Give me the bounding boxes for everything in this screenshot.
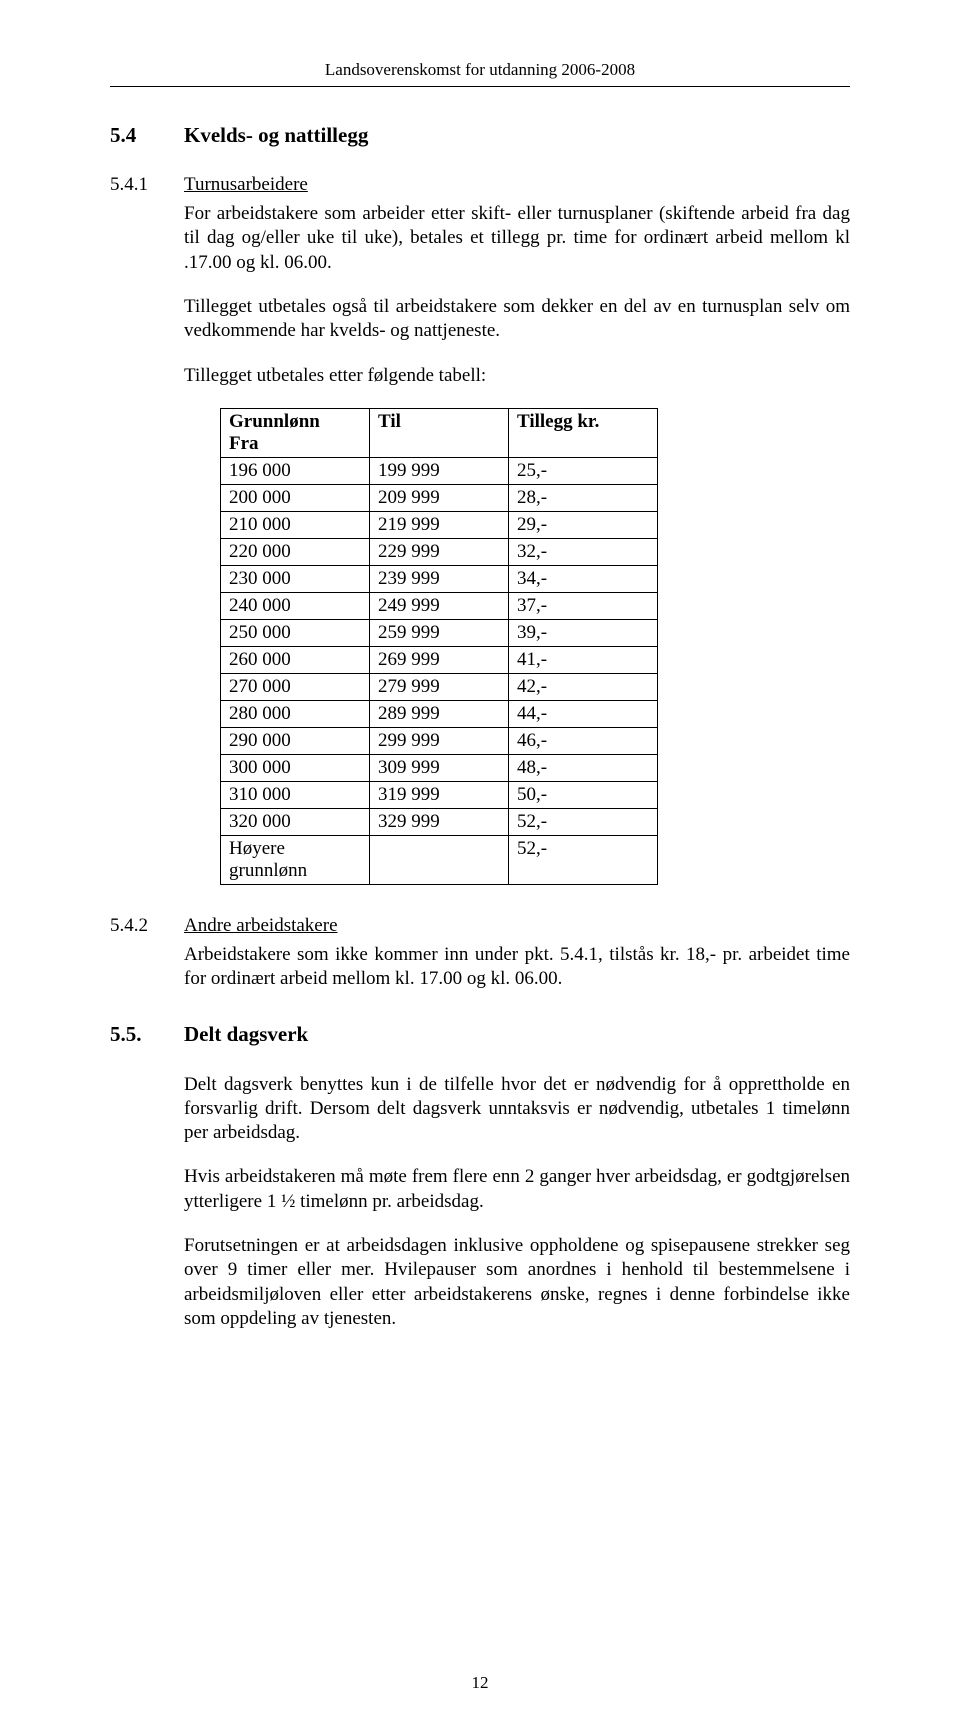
section-title: Kvelds- og nattillegg bbox=[184, 123, 368, 148]
table-row: 270 000279 99942,- bbox=[221, 673, 658, 700]
cell-fra: 200 000 bbox=[221, 484, 370, 511]
table-header-fra: Grunnlønn Fra bbox=[221, 408, 370, 457]
table-row: 210 000219 99929,- bbox=[221, 511, 658, 538]
cell-til: 309 999 bbox=[370, 754, 509, 781]
cell-til: 329 999 bbox=[370, 808, 509, 835]
header-text: Fra bbox=[229, 433, 259, 454]
table-row: 260 000269 99941,- bbox=[221, 646, 658, 673]
page-container: Landsoverenskomst for utdanning 2006-200… bbox=[0, 0, 960, 1733]
cell-tillegg: 32,- bbox=[509, 538, 658, 565]
table-header-til: Til bbox=[370, 408, 509, 457]
cell-tillegg: 50,- bbox=[509, 781, 658, 808]
cell-tillegg: 28,- bbox=[509, 484, 658, 511]
subsection-number: 5.4.2 bbox=[110, 915, 184, 937]
paragraph: Tillegget utbetales også til arbeidstake… bbox=[184, 295, 850, 344]
cell-tillegg: 44,- bbox=[509, 700, 658, 727]
table-row: 280 000289 99944,- bbox=[221, 700, 658, 727]
header-rule bbox=[110, 86, 850, 87]
cell-fra: 320 000 bbox=[221, 808, 370, 835]
page-number: 12 bbox=[0, 1673, 960, 1693]
table-row: 220 000229 99932,- bbox=[221, 538, 658, 565]
cell-tillegg: 48,- bbox=[509, 754, 658, 781]
paragraph: Forutsetningen er at arbeidsdagen inklus… bbox=[184, 1234, 850, 1331]
cell-tillegg: 37,- bbox=[509, 592, 658, 619]
table-row: 290 000299 99946,- bbox=[221, 727, 658, 754]
cell-fra: 196 000 bbox=[221, 457, 370, 484]
section-5-5: 5.5. Delt dagsverk bbox=[110, 1022, 850, 1047]
cell-til: 239 999 bbox=[370, 565, 509, 592]
table-row: Høyeregrunnlønn 52,- bbox=[221, 835, 658, 884]
cell-fra: 290 000 bbox=[221, 727, 370, 754]
salary-table: Grunnlønn Fra Til Tillegg kr. 196 000199… bbox=[220, 408, 658, 885]
subsection-5-4-2: 5.4.2 Andre arbeidstakere bbox=[110, 915, 850, 937]
paragraph: Tillegget utbetales etter følgende tabel… bbox=[184, 364, 850, 388]
cell-fra: Høyeregrunnlønn bbox=[221, 835, 370, 884]
cell-til: 249 999 bbox=[370, 592, 509, 619]
cell-tillegg: 34,- bbox=[509, 565, 658, 592]
table-row: 320 000329 99952,- bbox=[221, 808, 658, 835]
cell-til: 279 999 bbox=[370, 673, 509, 700]
table-row: 200 000209 99928,- bbox=[221, 484, 658, 511]
cell-til: 199 999 bbox=[370, 457, 509, 484]
cell-til: 269 999 bbox=[370, 646, 509, 673]
cell-til: 219 999 bbox=[370, 511, 509, 538]
cell-fra: 230 000 bbox=[221, 565, 370, 592]
cell-fra: 300 000 bbox=[221, 754, 370, 781]
table-header-row: Grunnlønn Fra Til Tillegg kr. bbox=[221, 408, 658, 457]
cell-til: 259 999 bbox=[370, 619, 509, 646]
paragraph: Arbeidstakere som ikke kommer inn under … bbox=[184, 943, 850, 992]
section-number: 5.4 bbox=[110, 123, 184, 148]
subsection-number: 5.4.1 bbox=[110, 174, 184, 196]
table-row: 240 000249 99937,- bbox=[221, 592, 658, 619]
subsection-title: Andre arbeidstakere bbox=[184, 915, 338, 937]
table-row: 300 000309 99948,- bbox=[221, 754, 658, 781]
running-header: Landsoverenskomst for utdanning 2006-200… bbox=[110, 60, 850, 80]
cell-fra: 270 000 bbox=[221, 673, 370, 700]
cell-til: 229 999 bbox=[370, 538, 509, 565]
cell-til: 209 999 bbox=[370, 484, 509, 511]
cell-tillegg: 39,- bbox=[509, 619, 658, 646]
subsection-title: Turnusarbeidere bbox=[184, 174, 308, 196]
section-number: 5.5. bbox=[110, 1022, 184, 1047]
cell-tillegg: 41,- bbox=[509, 646, 658, 673]
table-row: 250 000259 99939,- bbox=[221, 619, 658, 646]
cell-tillegg: 46,- bbox=[509, 727, 658, 754]
cell-til: 289 999 bbox=[370, 700, 509, 727]
table-row: 310 000319 99950,- bbox=[221, 781, 658, 808]
cell-til: 319 999 bbox=[370, 781, 509, 808]
cell-tillegg: 42,- bbox=[509, 673, 658, 700]
paragraph: Hvis arbeidstakeren må møte frem flere e… bbox=[184, 1165, 850, 1214]
cell-fra: 310 000 bbox=[221, 781, 370, 808]
cell-tillegg: 25,- bbox=[509, 457, 658, 484]
table-row: 230 000239 99934,- bbox=[221, 565, 658, 592]
section-title: Delt dagsverk bbox=[184, 1022, 308, 1047]
header-text: Grunnlønn bbox=[229, 411, 320, 432]
section-5-4: 5.4 Kvelds- og nattillegg bbox=[110, 123, 850, 148]
paragraph: For arbeidstakere som arbeider etter ski… bbox=[184, 202, 850, 275]
table-row: 196 000199 99925,- bbox=[221, 457, 658, 484]
cell-fra: 280 000 bbox=[221, 700, 370, 727]
cell-fra: 240 000 bbox=[221, 592, 370, 619]
cell-til bbox=[370, 835, 509, 884]
paragraph: Delt dagsverk benyttes kun i de tilfelle… bbox=[184, 1073, 850, 1146]
cell-tillegg: 52,- bbox=[509, 835, 658, 884]
cell-fra: 220 000 bbox=[221, 538, 370, 565]
subsection-5-4-1: 5.4.1 Turnusarbeidere bbox=[110, 174, 850, 196]
cell-fra: 260 000 bbox=[221, 646, 370, 673]
cell-tillegg: 52,- bbox=[509, 808, 658, 835]
cell-til: 299 999 bbox=[370, 727, 509, 754]
cell-fra: 250 000 bbox=[221, 619, 370, 646]
cell-tillegg: 29,- bbox=[509, 511, 658, 538]
cell-fra: 210 000 bbox=[221, 511, 370, 538]
table-header-tillegg: Tillegg kr. bbox=[509, 408, 658, 457]
